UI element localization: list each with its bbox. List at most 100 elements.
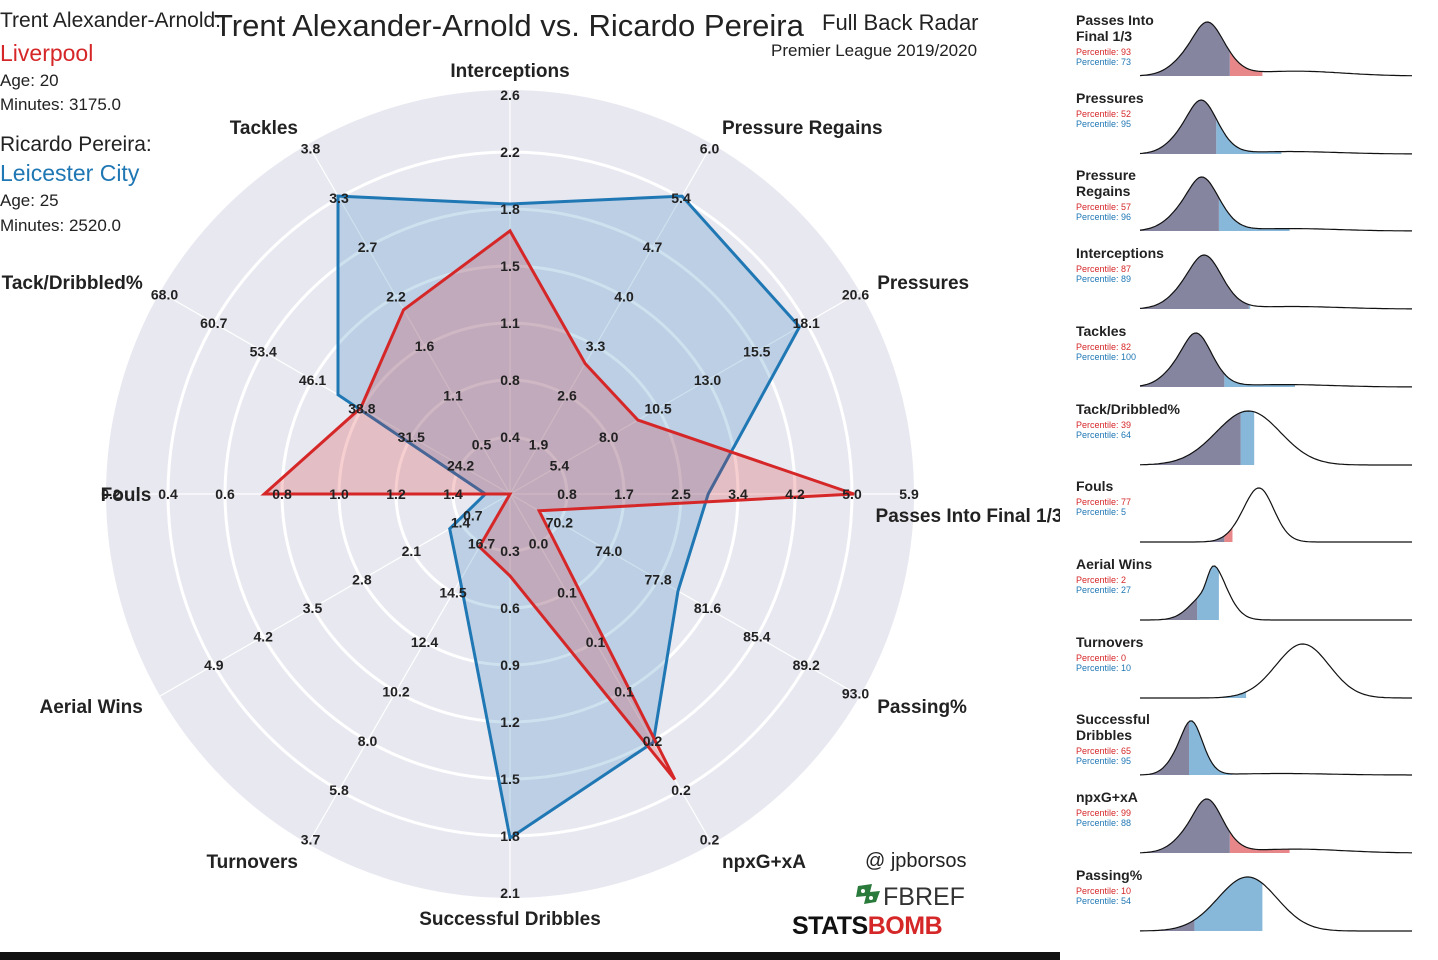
- radar-tick-label: 4.9: [204, 657, 224, 673]
- radar-tick-label: 68.0: [151, 287, 178, 303]
- radar-tick-label: 0.6: [215, 486, 235, 502]
- density-plot: [1139, 254, 1412, 310]
- radar-tick-label: 81.6: [694, 600, 721, 616]
- density-percentile-trent: Percentile: 82: [1076, 341, 1132, 352]
- radar-tick-label: 3.8: [301, 141, 321, 157]
- density-percentile-pereira: Percentile: 5: [1076, 507, 1127, 518]
- radar-spoke: [159, 291, 511, 495]
- league-label: Premier League 2019/2020: [771, 41, 978, 60]
- density-percentile-trent: Percentile: 93: [1076, 47, 1132, 57]
- player-a-club: Liverpool: [0, 40, 94, 66]
- density-percentile-trent: Percentile: 10: [1076, 885, 1132, 896]
- statsbomb-part-a: STATS: [792, 912, 868, 940]
- radar-axis-label: Interceptions: [450, 61, 569, 82]
- density-title: Passing%: [1076, 866, 1143, 883]
- radar-tick-label: 18.1: [793, 315, 820, 331]
- density-difference-area: [1197, 565, 1219, 620]
- density-title: Fouls: [1076, 478, 1114, 495]
- statsbomb-logo: STATSBOMB: [792, 912, 943, 941]
- radar-tick-label: 1.2: [386, 486, 406, 502]
- radar-tick-label: 0.8: [557, 486, 577, 502]
- radar-tick-label: 77.8: [644, 572, 671, 588]
- author-handle: @ jpborsos: [865, 850, 967, 872]
- density-curve: [1140, 876, 1412, 932]
- radar-tick-label: 0.2: [700, 832, 720, 848]
- density-percentile-trent: Percentile: 2: [1076, 574, 1127, 585]
- density-shared-area: [1140, 798, 1230, 853]
- bottom-bar: [0, 952, 1060, 960]
- radar-tick-label: 4.2: [785, 486, 805, 502]
- density-percentile-pereira: Percentile: 95: [1076, 118, 1132, 129]
- density-difference-area: [1224, 373, 1295, 387]
- density-title: Successful: [1076, 711, 1150, 728]
- density-percentile-pereira: Percentile: 64: [1076, 429, 1132, 440]
- radar-axis-label: Tackles: [230, 118, 298, 139]
- density-curve: [1139, 21, 1412, 77]
- radar-tick-label: 4.0: [614, 289, 634, 305]
- radar-tick-label: 0.8: [272, 486, 292, 502]
- radar-tick-label: 4.7: [643, 239, 663, 255]
- radar-tick-label: 3.7: [301, 832, 321, 848]
- radar-spoke: [509, 493, 713, 845]
- radar-tick-label: 24.2: [447, 458, 474, 474]
- radar-tick-label: 93.0: [842, 686, 869, 702]
- density-percentile-pereira: Percentile: 89: [1076, 274, 1132, 285]
- density-difference-area: [1218, 198, 1290, 232]
- radar-tick-label: 12.4: [411, 634, 438, 650]
- density-difference-area: [1140, 691, 1247, 698]
- radar-tick-label: 4.2: [253, 629, 273, 645]
- radar-tick-label: 2.6: [500, 87, 520, 103]
- player-b-club: Leicester City: [0, 160, 140, 186]
- radar-chart: 0.8 1.7 2.5 3.4 4.2 5.0 5.9 5.4 8.0 10.5 13.0 15.5 1…: [2, 61, 1060, 930]
- radar-tick-label: 0.8: [500, 372, 520, 388]
- radar-axis-label: Tack/Dribbled%: [2, 273, 143, 294]
- density-panel: Passes Into Final 1/3 Percentile: 93 Percen…: [1060, 0, 1438, 960]
- radar-tick-label: 15.5: [743, 344, 770, 360]
- radar-tick-label: 46.1: [299, 372, 326, 388]
- radar-tick-label: 5.4: [550, 458, 570, 474]
- density-difference-area: [1224, 527, 1233, 543]
- density-difference-area: [1240, 410, 1255, 465]
- density-plot: [1139, 332, 1412, 388]
- density-plot: [1139, 798, 1412, 854]
- density-difference-area: [1229, 831, 1290, 853]
- radar-tick-label: 3.5: [303, 600, 323, 616]
- density-curve: [1140, 565, 1412, 621]
- density-percentile-trent: Percentile: 99: [1076, 808, 1132, 818]
- radar-tick-label: 8.0: [358, 733, 378, 749]
- density-plot: [1139, 176, 1412, 232]
- fbref-logo: FBREF: [856, 882, 968, 915]
- density-plot: [1139, 409, 1412, 466]
- player-a-age: Age: 20: [0, 71, 59, 90]
- radar-tick-label: 0.9: [500, 657, 520, 673]
- density-shared-area: [1140, 535, 1225, 543]
- radar-tick-label: 1.6: [415, 338, 435, 354]
- radar-tick-label: 85.4: [743, 629, 770, 645]
- radar-tick-label: 38.8: [348, 401, 375, 417]
- fbref-wordmark: FBREF: [883, 883, 965, 910]
- radar-tick-label: 0.1: [614, 684, 634, 700]
- player-b-minutes: Minutes: 2520.0: [0, 216, 121, 235]
- player-a-minutes: Minutes: 3175.0: [0, 95, 121, 114]
- density-title: Aerial Wins: [1076, 555, 1153, 572]
- density-percentile-trent: Percentile: 87: [1076, 264, 1132, 275]
- radar-tick-label: 5.9: [899, 486, 919, 502]
- radar-tick-label: 13.0: [694, 372, 721, 388]
- density-shared-area: [1140, 332, 1225, 387]
- radar-tick-label: 10.2: [382, 684, 409, 700]
- density-title: Tack/Dribbled%: [1076, 400, 1180, 417]
- radar-tick-label: 2.6: [557, 387, 577, 403]
- radar-tick-label: 1.5: [500, 258, 520, 274]
- density-shared-area: [1140, 22, 1230, 76]
- radar-axis-label: Aerial Wins: [39, 697, 142, 718]
- radar-tick-label: 1.1: [443, 387, 463, 403]
- radar-tick-label: 60.7: [200, 315, 227, 331]
- density-curve: [1139, 409, 1412, 466]
- density-curve: [1139, 332, 1412, 388]
- radar-spoke: [509, 493, 861, 697]
- density-percentile-trent: Percentile: 0: [1076, 652, 1127, 663]
- radar-tick-label: 0.6: [500, 600, 520, 616]
- radar-tick-label: 0.1: [586, 634, 606, 650]
- density-shared-area: [1140, 919, 1195, 931]
- radar-tick-label: 8.0: [599, 429, 619, 445]
